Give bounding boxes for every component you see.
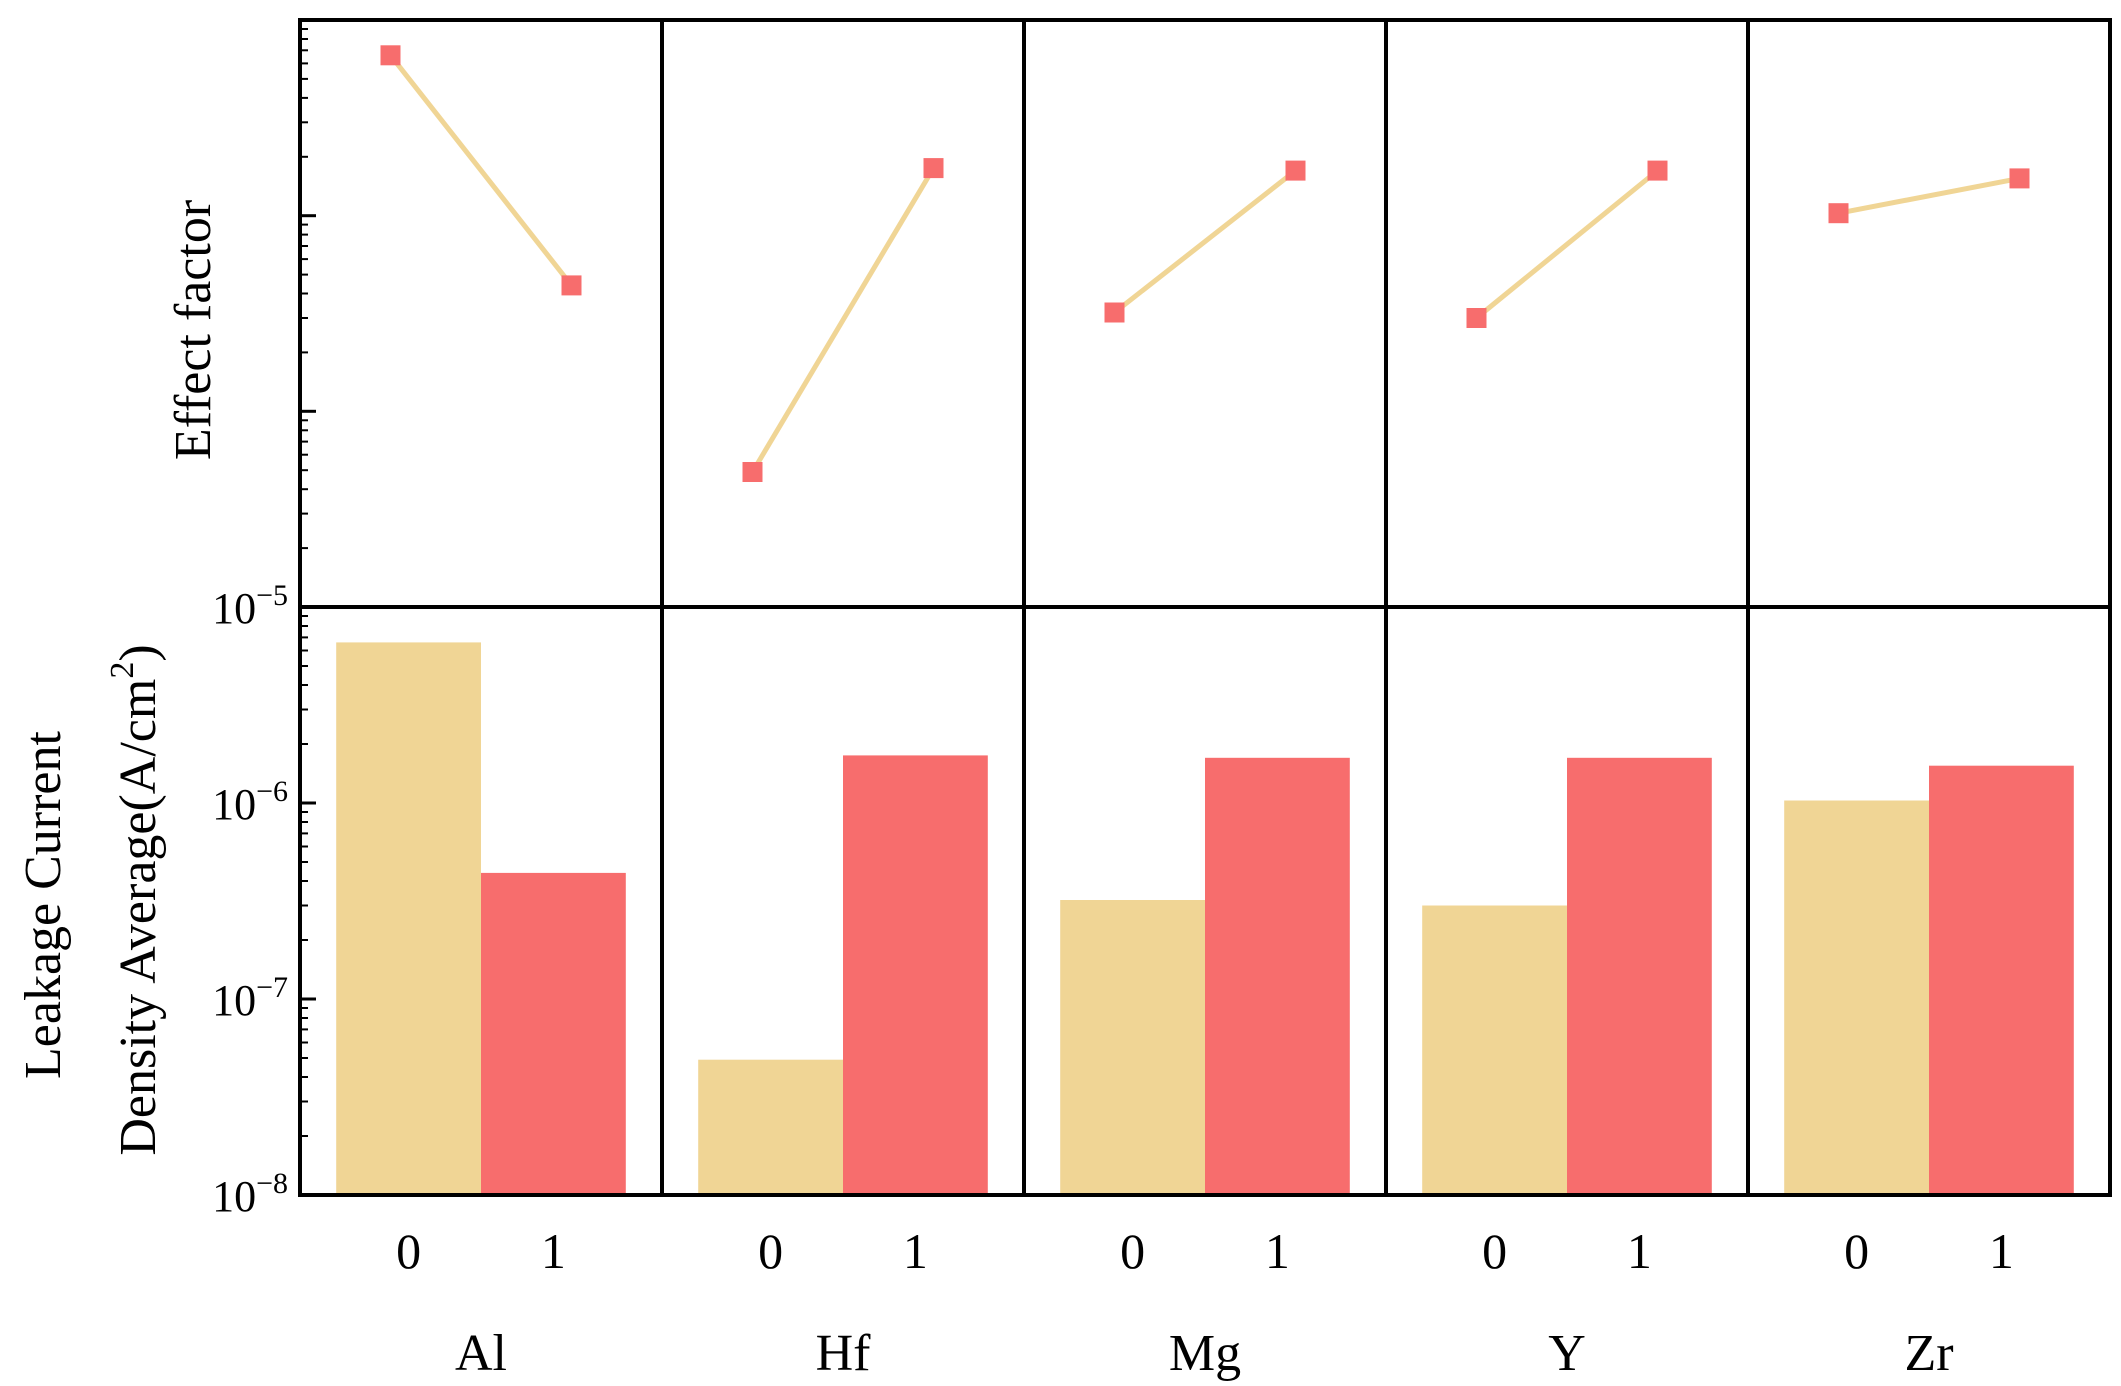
effect-marker-hf-0: [742, 462, 763, 482]
x-tick-label-mg-1: 1: [1265, 1223, 1290, 1279]
bar-y-1: [1567, 757, 1712, 1195]
effect-marker-mg-0: [1104, 302, 1125, 323]
x-tick-label-al-1: 1: [541, 1223, 566, 1279]
y-tick-label: 10−6: [212, 775, 288, 829]
x-tick-label-mg-0: 0: [1120, 1223, 1145, 1279]
bar-zr-0: [1784, 800, 1929, 1195]
bar-zr-1: [1929, 765, 2074, 1195]
y-tick-label: 10−7: [212, 971, 288, 1025]
effect-marker-al-0: [380, 45, 401, 66]
effect-marker-al-1: [561, 275, 582, 296]
bar-hf-0: [698, 1059, 843, 1195]
bar-y-0: [1422, 905, 1567, 1195]
x-tick-label-zr-0: 0: [1844, 1223, 1869, 1279]
effect-marker-y-0: [1466, 308, 1487, 328]
y-tick-label: 10−5: [212, 579, 288, 633]
group-label-mg: Mg: [1169, 1325, 1241, 1382]
group-label-zr: Zr: [1904, 1325, 1953, 1382]
bottom-y-axis-label-line2: Density Average(A/cm2): [104, 644, 167, 1155]
line-layer: [380, 45, 2030, 482]
effect-line-zr: [1838, 175, 2020, 216]
bar-layer: [336, 642, 2074, 1195]
effect-line-mg: [1112, 168, 1298, 315]
x-tick-label-hf-0: 0: [758, 1223, 783, 1279]
top-y-axis-label: Effect factor: [165, 200, 222, 460]
effect-marker-hf-1: [923, 158, 944, 179]
x-tick-label-zr-1: 1: [1989, 1223, 2014, 1279]
bar-mg-0: [1060, 900, 1205, 1195]
frame-layer: [298, 18, 2112, 1197]
x-tick-label-y-0: 0: [1482, 1223, 1507, 1279]
effect-marker-mg-1: [1285, 160, 1306, 181]
x-tick-label-y-1: 1: [1627, 1223, 1652, 1279]
bar-al-1: [481, 872, 626, 1195]
effect-line-y: [1474, 168, 1660, 320]
x-tick-label-al-0: 0: [396, 1223, 421, 1279]
effect-marker-y-1: [1647, 160, 1668, 181]
effect-line-hf: [750, 166, 936, 474]
bottom-y-axis-label-sup: 2: [104, 662, 141, 679]
group-label-hf: Hf: [816, 1325, 872, 1382]
effect-marker-zr-1: [2009, 168, 2030, 189]
bar-hf-1: [843, 755, 988, 1195]
bar-mg-1: [1205, 757, 1350, 1195]
top-ylabel-group: Effect factor: [165, 200, 222, 460]
bottom-y-axis-label-main: Density Average(A/cm: [110, 679, 167, 1156]
effect-marker-zr-0: [1828, 203, 1849, 224]
x-tick-label-hf-1: 1: [903, 1223, 928, 1279]
group-label-al: Al: [455, 1325, 507, 1382]
effect-line-al: [388, 53, 574, 287]
bottom-y-axis-label-close: ): [110, 644, 167, 661]
bar-al-0: [336, 642, 481, 1195]
y-tick-label: 10−8: [212, 1167, 288, 1221]
group-label-y: Y: [1548, 1325, 1586, 1382]
bottom-y-axis-label-line1: Leakage Current: [15, 730, 72, 1078]
bottom-ylabel-group: Leakage Current Density Average(A/cm2): [15, 644, 167, 1155]
